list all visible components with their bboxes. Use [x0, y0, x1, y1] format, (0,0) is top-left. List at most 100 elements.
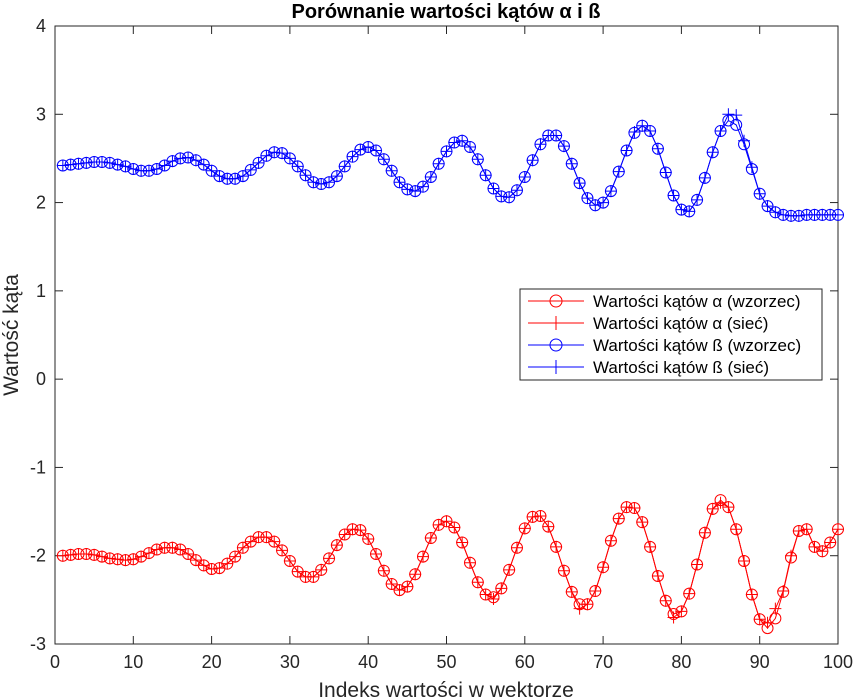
data-point [597, 196, 610, 209]
legend-entry: Wartości kątów ß (sieć) [528, 358, 769, 377]
y-tick-label: 3 [36, 104, 46, 124]
x-tick-label: 40 [358, 652, 378, 672]
data-point [769, 602, 782, 615]
data-point [111, 158, 124, 171]
data-point [753, 187, 766, 200]
data-point [463, 556, 476, 569]
data-point [510, 184, 523, 197]
data-point [283, 152, 296, 165]
data-point [111, 553, 124, 566]
data-point [119, 160, 132, 173]
legend-marker [549, 338, 563, 352]
data-point [761, 616, 774, 629]
data-point [785, 549, 798, 562]
data-point [346, 150, 359, 163]
data-point [628, 502, 641, 515]
data-point [197, 158, 210, 171]
legend-label: Wartości kątów ß (wzorzec) [593, 336, 801, 355]
data-point [565, 157, 578, 170]
data-point [417, 550, 430, 563]
data-point [573, 602, 586, 615]
data-point [377, 153, 390, 166]
x-tick-label: 10 [123, 652, 143, 672]
x-axis: 0 10 20 30 40 50 60 70 80 90 100 [50, 26, 853, 672]
data-point [698, 526, 711, 539]
data-point [95, 155, 108, 168]
data-point [80, 547, 93, 560]
data-point [424, 532, 437, 545]
data-point [581, 598, 594, 611]
data-point [800, 523, 813, 536]
data-point [276, 147, 289, 160]
data-point [550, 129, 563, 142]
data-point [409, 185, 422, 198]
data-point [330, 539, 343, 552]
data-point [777, 585, 790, 598]
data-point [174, 152, 187, 165]
data-point [792, 209, 805, 222]
data-point [479, 169, 492, 182]
legend-marker [549, 360, 563, 374]
data-point [769, 206, 782, 219]
data-point [291, 565, 304, 578]
data-point [205, 164, 218, 177]
data-point [362, 532, 375, 545]
data-point [683, 205, 696, 218]
data-point [424, 170, 437, 183]
data-point [307, 176, 320, 189]
data-point [557, 564, 570, 577]
data-point [385, 577, 398, 590]
data-point [229, 172, 242, 185]
data-point [573, 177, 586, 190]
data-point [362, 140, 375, 153]
legend-entry: Wartości kątów α (sieć) [528, 314, 768, 333]
y-axis: -3 -2 -1 0 1 2 3 4 [30, 16, 838, 654]
data-point [542, 520, 555, 533]
data-point [518, 170, 531, 183]
data-point [127, 163, 140, 176]
data-point [745, 161, 758, 174]
series-2 [56, 496, 844, 629]
data-point [385, 164, 398, 177]
y-tick-label: 2 [36, 193, 46, 213]
data-point [409, 568, 422, 581]
data-point [417, 180, 430, 193]
data-point [244, 163, 257, 176]
data-point [706, 502, 719, 515]
data-point [338, 528, 351, 541]
data-point [589, 585, 602, 598]
x-tick-label: 50 [436, 652, 456, 672]
data-point [401, 580, 414, 593]
data-point [636, 119, 649, 132]
data-point [730, 109, 743, 122]
x-tick-label: 20 [202, 652, 222, 672]
data-point [557, 140, 570, 153]
data-point [244, 535, 257, 548]
data-point [88, 548, 101, 561]
y-tick-label: 0 [36, 369, 46, 389]
data-point [291, 160, 304, 173]
data-point [103, 156, 116, 169]
legend-entry: Wartości kątów ß (wzorzec) [528, 336, 801, 355]
data-point [142, 547, 155, 560]
data-point [323, 176, 336, 189]
data-point [119, 554, 132, 567]
data-point [534, 138, 547, 151]
y-tick-label: -2 [30, 546, 46, 566]
data-point [698, 171, 711, 184]
data-point [832, 208, 844, 221]
data-point [745, 588, 758, 601]
y-tick-label: 1 [36, 281, 46, 301]
data-point [103, 552, 116, 565]
data-point [174, 543, 187, 556]
data-point [503, 563, 516, 576]
legend-label: Wartości kątów α (wzorzec) [593, 292, 801, 311]
series-line [62, 113, 838, 217]
x-tick-label: 90 [750, 652, 770, 672]
data-point [440, 515, 453, 528]
data-point [158, 159, 171, 172]
data-point [150, 543, 163, 556]
data-point [213, 562, 226, 575]
legend: Wartości kątów α (wzorzec) Wartości kątów… [519, 288, 823, 381]
data-point [456, 536, 469, 549]
